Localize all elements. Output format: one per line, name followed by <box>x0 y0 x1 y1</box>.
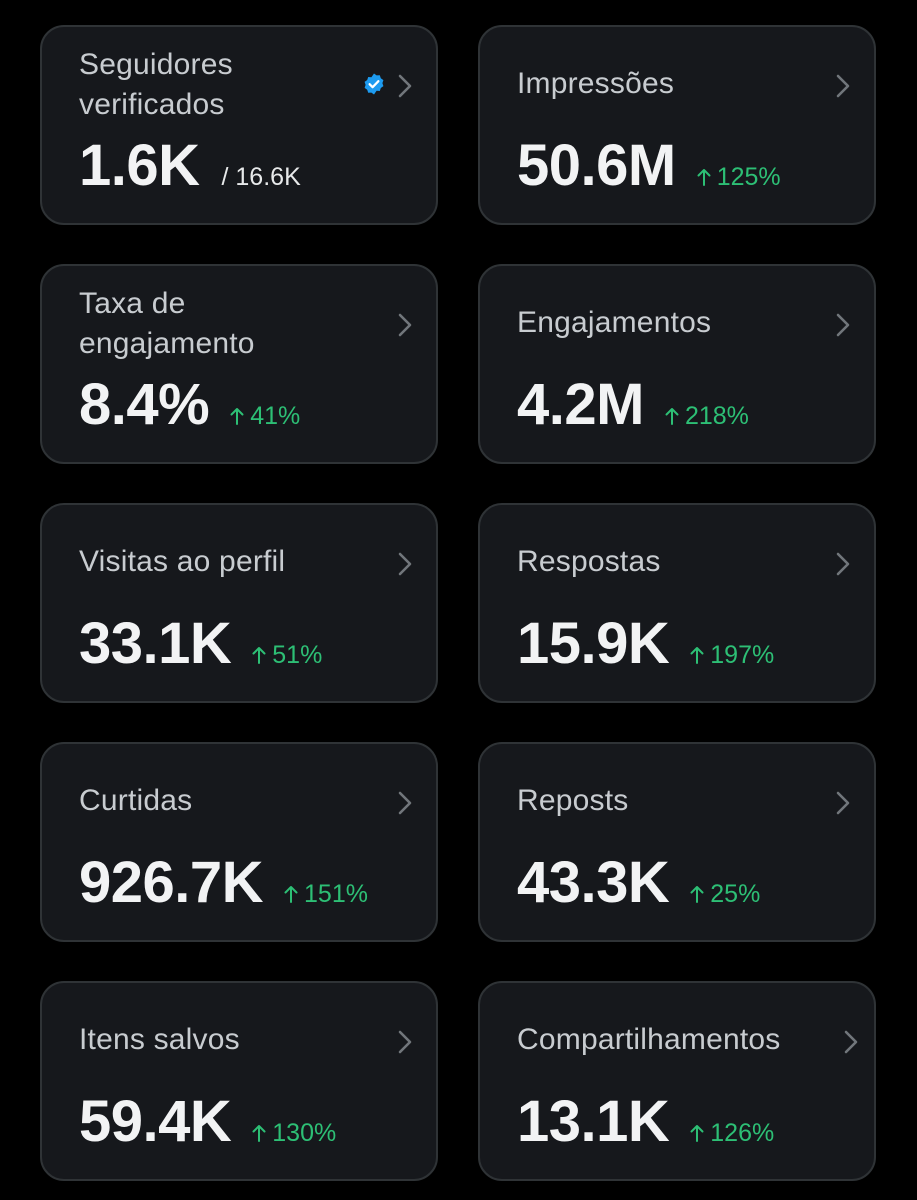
arrow-up-icon <box>665 408 679 425</box>
arrow-up-icon <box>284 886 298 903</box>
card-title: Compartilhamentos <box>517 1023 781 1056</box>
chevron-right-icon[interactable] <box>394 71 416 101</box>
metric-change: 130% <box>251 1119 336 1148</box>
metric-change: 25% <box>689 880 760 909</box>
chevron-right-icon[interactable] <box>832 788 854 818</box>
metric-value: 33.1K <box>79 611 232 676</box>
card-title: Engajamentos <box>517 306 712 339</box>
arrow-up-icon <box>230 408 244 425</box>
metric-row: 59.4K 130% <box>79 1087 336 1157</box>
card-title: Respostas <box>517 545 661 578</box>
metric-value: 13.1K <box>517 1089 670 1154</box>
chevron-right-icon[interactable] <box>394 310 416 340</box>
arrow-up-icon <box>252 1125 266 1142</box>
metric-change: 197% <box>689 641 774 670</box>
metric-row: 8.4% 41% <box>79 370 300 440</box>
metric-total: / 16.6K <box>221 163 301 191</box>
card-seguidores-verificados[interactable]: Seguidores verificados 1.6K / 16.6K <box>40 25 438 225</box>
metric-change-value: 151% <box>304 880 368 908</box>
metric-change-value: 41% <box>250 402 301 430</box>
card-title: Taxa de engajamento <box>79 287 255 360</box>
metric-change: 125% <box>696 163 781 192</box>
chevron-right-icon[interactable] <box>840 1027 862 1057</box>
metric-row: 15.9K 197% <box>517 609 774 679</box>
metric-row: 13.1K 126% <box>517 1087 774 1157</box>
verified-check-icon <box>364 73 384 95</box>
metric-value: 15.9K <box>517 611 670 676</box>
arrow-up-icon <box>690 886 704 903</box>
metric-change-value: 125% <box>716 163 781 191</box>
metric-change: 41% <box>229 402 300 431</box>
metric-change-value: 130% <box>272 1119 337 1147</box>
card-title: Curtidas <box>79 784 193 817</box>
metric-value: 8.4% <box>79 372 210 437</box>
card-itens-salvos[interactable]: Itens salvos 59.4K 130% <box>40 981 438 1181</box>
card-engajamentos[interactable]: Engajamentos 4.2M 218% <box>478 264 876 464</box>
card-taxa-de-engajamento[interactable]: Taxa de engajamento 8.4% 41% <box>40 264 438 464</box>
metric-value: 43.3K <box>517 850 670 915</box>
metric-row: 926.7K 151% <box>79 848 368 918</box>
chevron-right-icon[interactable] <box>832 71 854 101</box>
metric-change: 51% <box>251 641 322 670</box>
card-title: Visitas ao perfil <box>79 545 286 578</box>
arrow-up-icon <box>252 647 266 664</box>
metric-change: 218% <box>664 402 749 431</box>
metric-change-value: 218% <box>684 402 749 430</box>
arrow-up-icon <box>690 1125 704 1142</box>
metric-value: 926.7K <box>79 850 264 915</box>
metric-value: 1.6K <box>79 133 200 198</box>
metric-row: 1.6K / 16.6K <box>79 131 301 201</box>
chevron-right-icon[interactable] <box>394 1027 416 1057</box>
chevron-right-icon[interactable] <box>394 549 416 579</box>
metric-row: 43.3K 25% <box>517 848 760 918</box>
metric-row: 50.6M 125% <box>517 131 781 201</box>
chevron-right-icon[interactable] <box>832 310 854 340</box>
metric-change-value: 126% <box>710 1119 775 1147</box>
metric-row: 4.2M 218% <box>517 370 749 440</box>
metric-change-value: 197% <box>710 641 775 669</box>
metric-value: 50.6M <box>517 133 676 198</box>
card-title: Seguidores verificados <box>79 48 233 121</box>
card-curtidas[interactable]: Curtidas 926.7K 151% <box>40 742 438 942</box>
metric-change: 151% <box>283 880 368 909</box>
card-title: Itens salvos <box>79 1023 240 1056</box>
arrow-up-icon <box>690 647 704 664</box>
card-title: Reposts <box>517 784 629 817</box>
metric-value: 4.2M <box>517 372 644 437</box>
card-title: Impressões <box>517 67 675 100</box>
metric-change: 126% <box>689 1119 774 1148</box>
chevron-right-icon[interactable] <box>394 788 416 818</box>
card-impressoes[interactable]: Impressões 50.6M 125% <box>478 25 876 225</box>
metric-change-value: 51% <box>272 641 323 669</box>
chevron-right-icon[interactable] <box>832 549 854 579</box>
arrow-up-icon <box>697 169 711 186</box>
metric-change-value: 25% <box>710 880 761 908</box>
metric-row: 33.1K 51% <box>79 609 322 679</box>
card-respostas[interactable]: Respostas 15.9K 197% <box>478 503 876 703</box>
card-visitas-ao-perfil[interactable]: Visitas ao perfil 33.1K 51% <box>40 503 438 703</box>
metric-value: 59.4K <box>79 1089 232 1154</box>
card-reposts[interactable]: Reposts 43.3K 25% <box>478 742 876 942</box>
card-compartilhamentos[interactable]: Compartilhamentos 13.1K 126% <box>478 981 876 1181</box>
